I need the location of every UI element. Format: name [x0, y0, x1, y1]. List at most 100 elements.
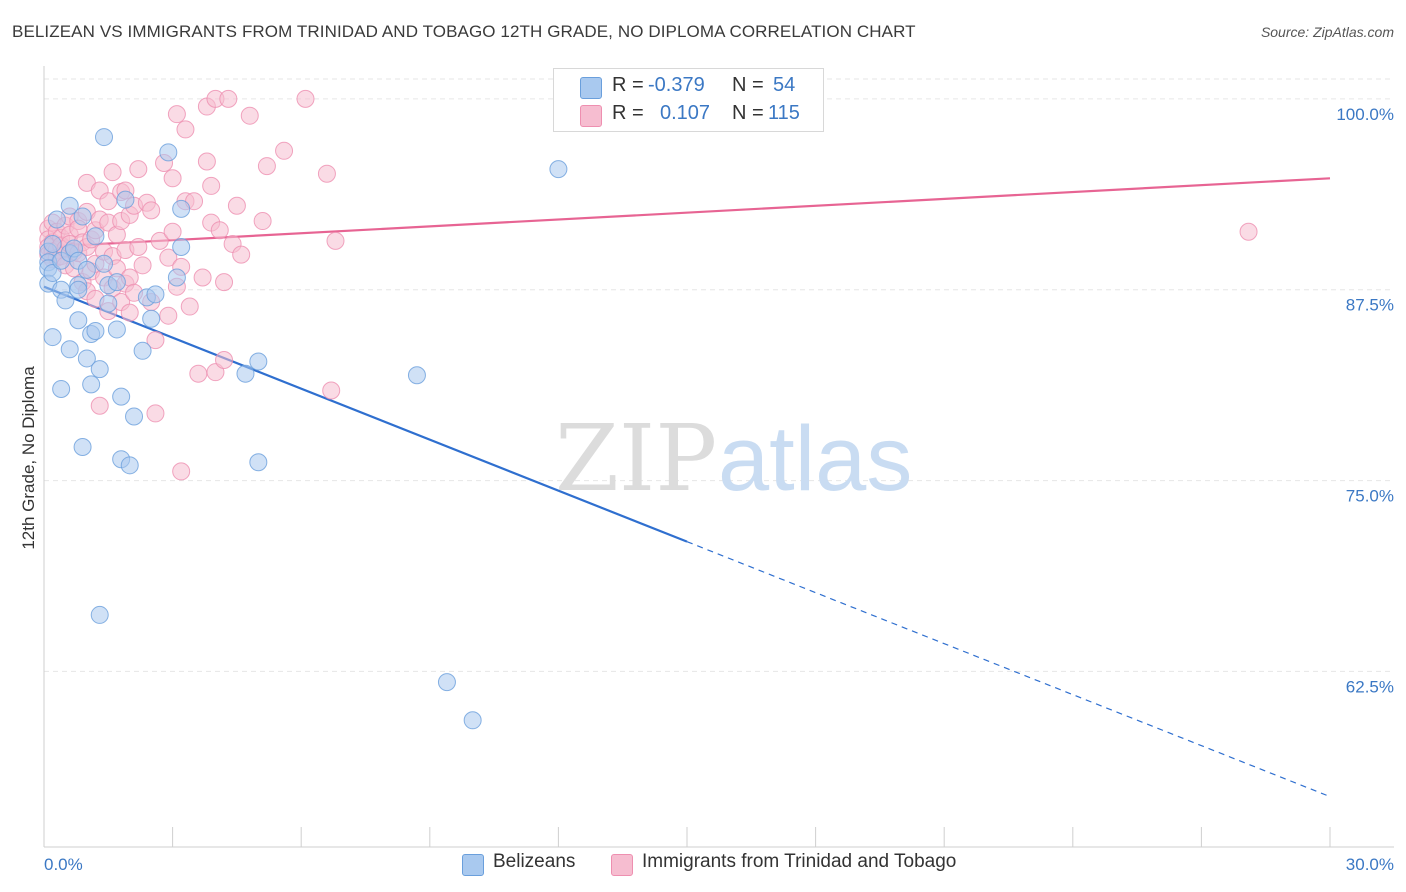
- point-trinidad: [197, 152, 216, 171]
- point-trinidad: [215, 350, 234, 369]
- point-trinidad: [103, 163, 122, 182]
- point-trinidad: [146, 331, 165, 350]
- point-belizeans: [107, 273, 126, 292]
- legend-n-label: N =: [732, 102, 764, 124]
- point-belizeans: [407, 366, 426, 385]
- point-trinidad: [159, 248, 178, 267]
- point-trinidad: [210, 221, 229, 240]
- point-belizeans: [172, 237, 191, 256]
- legend-row-belizeans: R = -0.379 N = 54: [554, 73, 823, 101]
- point-belizeans: [159, 143, 178, 162]
- point-belizeans: [47, 210, 66, 229]
- point-belizeans: [43, 263, 62, 282]
- point-belizeans: [95, 254, 114, 273]
- point-trinidad: [215, 273, 234, 292]
- point-trinidad: [159, 306, 178, 325]
- point-trinidad: [240, 106, 259, 125]
- legend-r-value: 0.107: [660, 102, 711, 124]
- point-trinidad: [120, 303, 139, 322]
- point-belizeans: [112, 387, 131, 406]
- point-trinidad: [296, 89, 315, 108]
- point-trinidad: [219, 89, 238, 108]
- point-trinidad: [189, 364, 208, 383]
- legend-n-label: N =: [732, 74, 764, 96]
- point-trinidad: [1239, 222, 1258, 241]
- point-trinidad: [232, 245, 251, 264]
- point-trinidad: [257, 157, 276, 176]
- point-trinidad: [193, 268, 212, 287]
- y-tick-label: 87.5%: [1346, 296, 1394, 315]
- point-belizeans: [125, 407, 144, 426]
- point-belizeans: [107, 320, 126, 339]
- point-belizeans: [116, 190, 135, 209]
- point-trinidad: [150, 231, 169, 250]
- point-trinidad: [142, 201, 161, 220]
- point-belizeans: [167, 268, 186, 287]
- legend-row-trinidad: R = 0.107 N = 115: [554, 101, 823, 129]
- point-belizeans: [95, 128, 114, 147]
- legend-swatch-pink: [580, 105, 602, 127]
- point-belizeans: [236, 364, 255, 383]
- point-belizeans: [463, 711, 482, 730]
- tick-labels: 62.5% 75.0% 87.5% 100.0% 0.0% 30.0%: [44, 105, 1394, 874]
- point-trinidad: [317, 164, 336, 183]
- point-trinidad: [163, 222, 182, 241]
- point-belizeans: [69, 311, 88, 330]
- point-belizeans: [146, 285, 165, 304]
- legend-swatch-blue: [580, 77, 602, 99]
- legend-r-value: -0.379: [648, 74, 705, 96]
- y-tick-label: 100.0%: [1336, 105, 1394, 124]
- legend-r-label: R =: [612, 74, 644, 96]
- point-belizeans: [133, 341, 152, 360]
- point-trinidad: [172, 462, 191, 481]
- y-tick-label: 75.0%: [1346, 487, 1394, 506]
- point-belizeans: [73, 437, 92, 456]
- point-belizeans: [86, 227, 105, 246]
- points-layer: [39, 89, 1258, 730]
- point-belizeans: [142, 309, 161, 328]
- point-belizeans: [73, 207, 92, 226]
- trend-layer: [43, 177, 1331, 798]
- chart-title: BELIZEAN VS IMMIGRANTS FROM TRINIDAD AND…: [12, 22, 916, 41]
- point-belizeans: [90, 605, 109, 624]
- y-axis-label: 12th Grade, No Diploma: [19, 366, 38, 550]
- trend-line-belizeans-extrapolated: [686, 541, 1331, 798]
- point-trinidad: [163, 169, 182, 188]
- point-trinidad: [146, 404, 165, 423]
- point-belizeans: [60, 196, 79, 215]
- point-belizeans: [52, 379, 71, 398]
- point-trinidad: [167, 105, 186, 124]
- point-belizeans: [60, 340, 79, 359]
- point-trinidad: [253, 212, 272, 231]
- point-trinidad: [90, 396, 109, 415]
- axis-layer: [43, 66, 1394, 848]
- point-belizeans: [43, 234, 62, 253]
- legend-r-label: R =: [612, 102, 644, 124]
- point-trinidad: [133, 256, 152, 275]
- legend-n-value: 115: [768, 102, 800, 124]
- legend-box: R = -0.379 N = 54 R = 0.107 N = 115: [553, 68, 824, 132]
- point-trinidad: [275, 141, 294, 160]
- point-belizeans: [77, 260, 96, 279]
- point-belizeans: [82, 375, 101, 394]
- point-trinidad: [322, 381, 341, 400]
- point-belizeans: [43, 328, 62, 347]
- point-belizeans: [549, 160, 568, 179]
- x-tick-label-min: 0.0%: [44, 855, 83, 874]
- x-tick-label-max: 30.0%: [1346, 855, 1394, 874]
- point-belizeans: [90, 360, 109, 379]
- point-belizeans: [56, 291, 75, 310]
- bottom-legend-swatch-blue: [462, 854, 484, 876]
- y-tick-label: 62.5%: [1346, 677, 1394, 696]
- point-belizeans: [120, 456, 139, 475]
- point-trinidad: [129, 237, 148, 256]
- point-trinidad: [202, 176, 221, 195]
- point-belizeans: [172, 199, 191, 218]
- watermark-atlas: atlas: [718, 408, 912, 510]
- watermark-zip: ZIP: [555, 405, 717, 512]
- point-trinidad: [180, 297, 199, 316]
- source-label: Source: ZipAtlas.com: [1260, 24, 1394, 40]
- point-trinidad: [176, 120, 195, 139]
- point-belizeans: [249, 453, 268, 472]
